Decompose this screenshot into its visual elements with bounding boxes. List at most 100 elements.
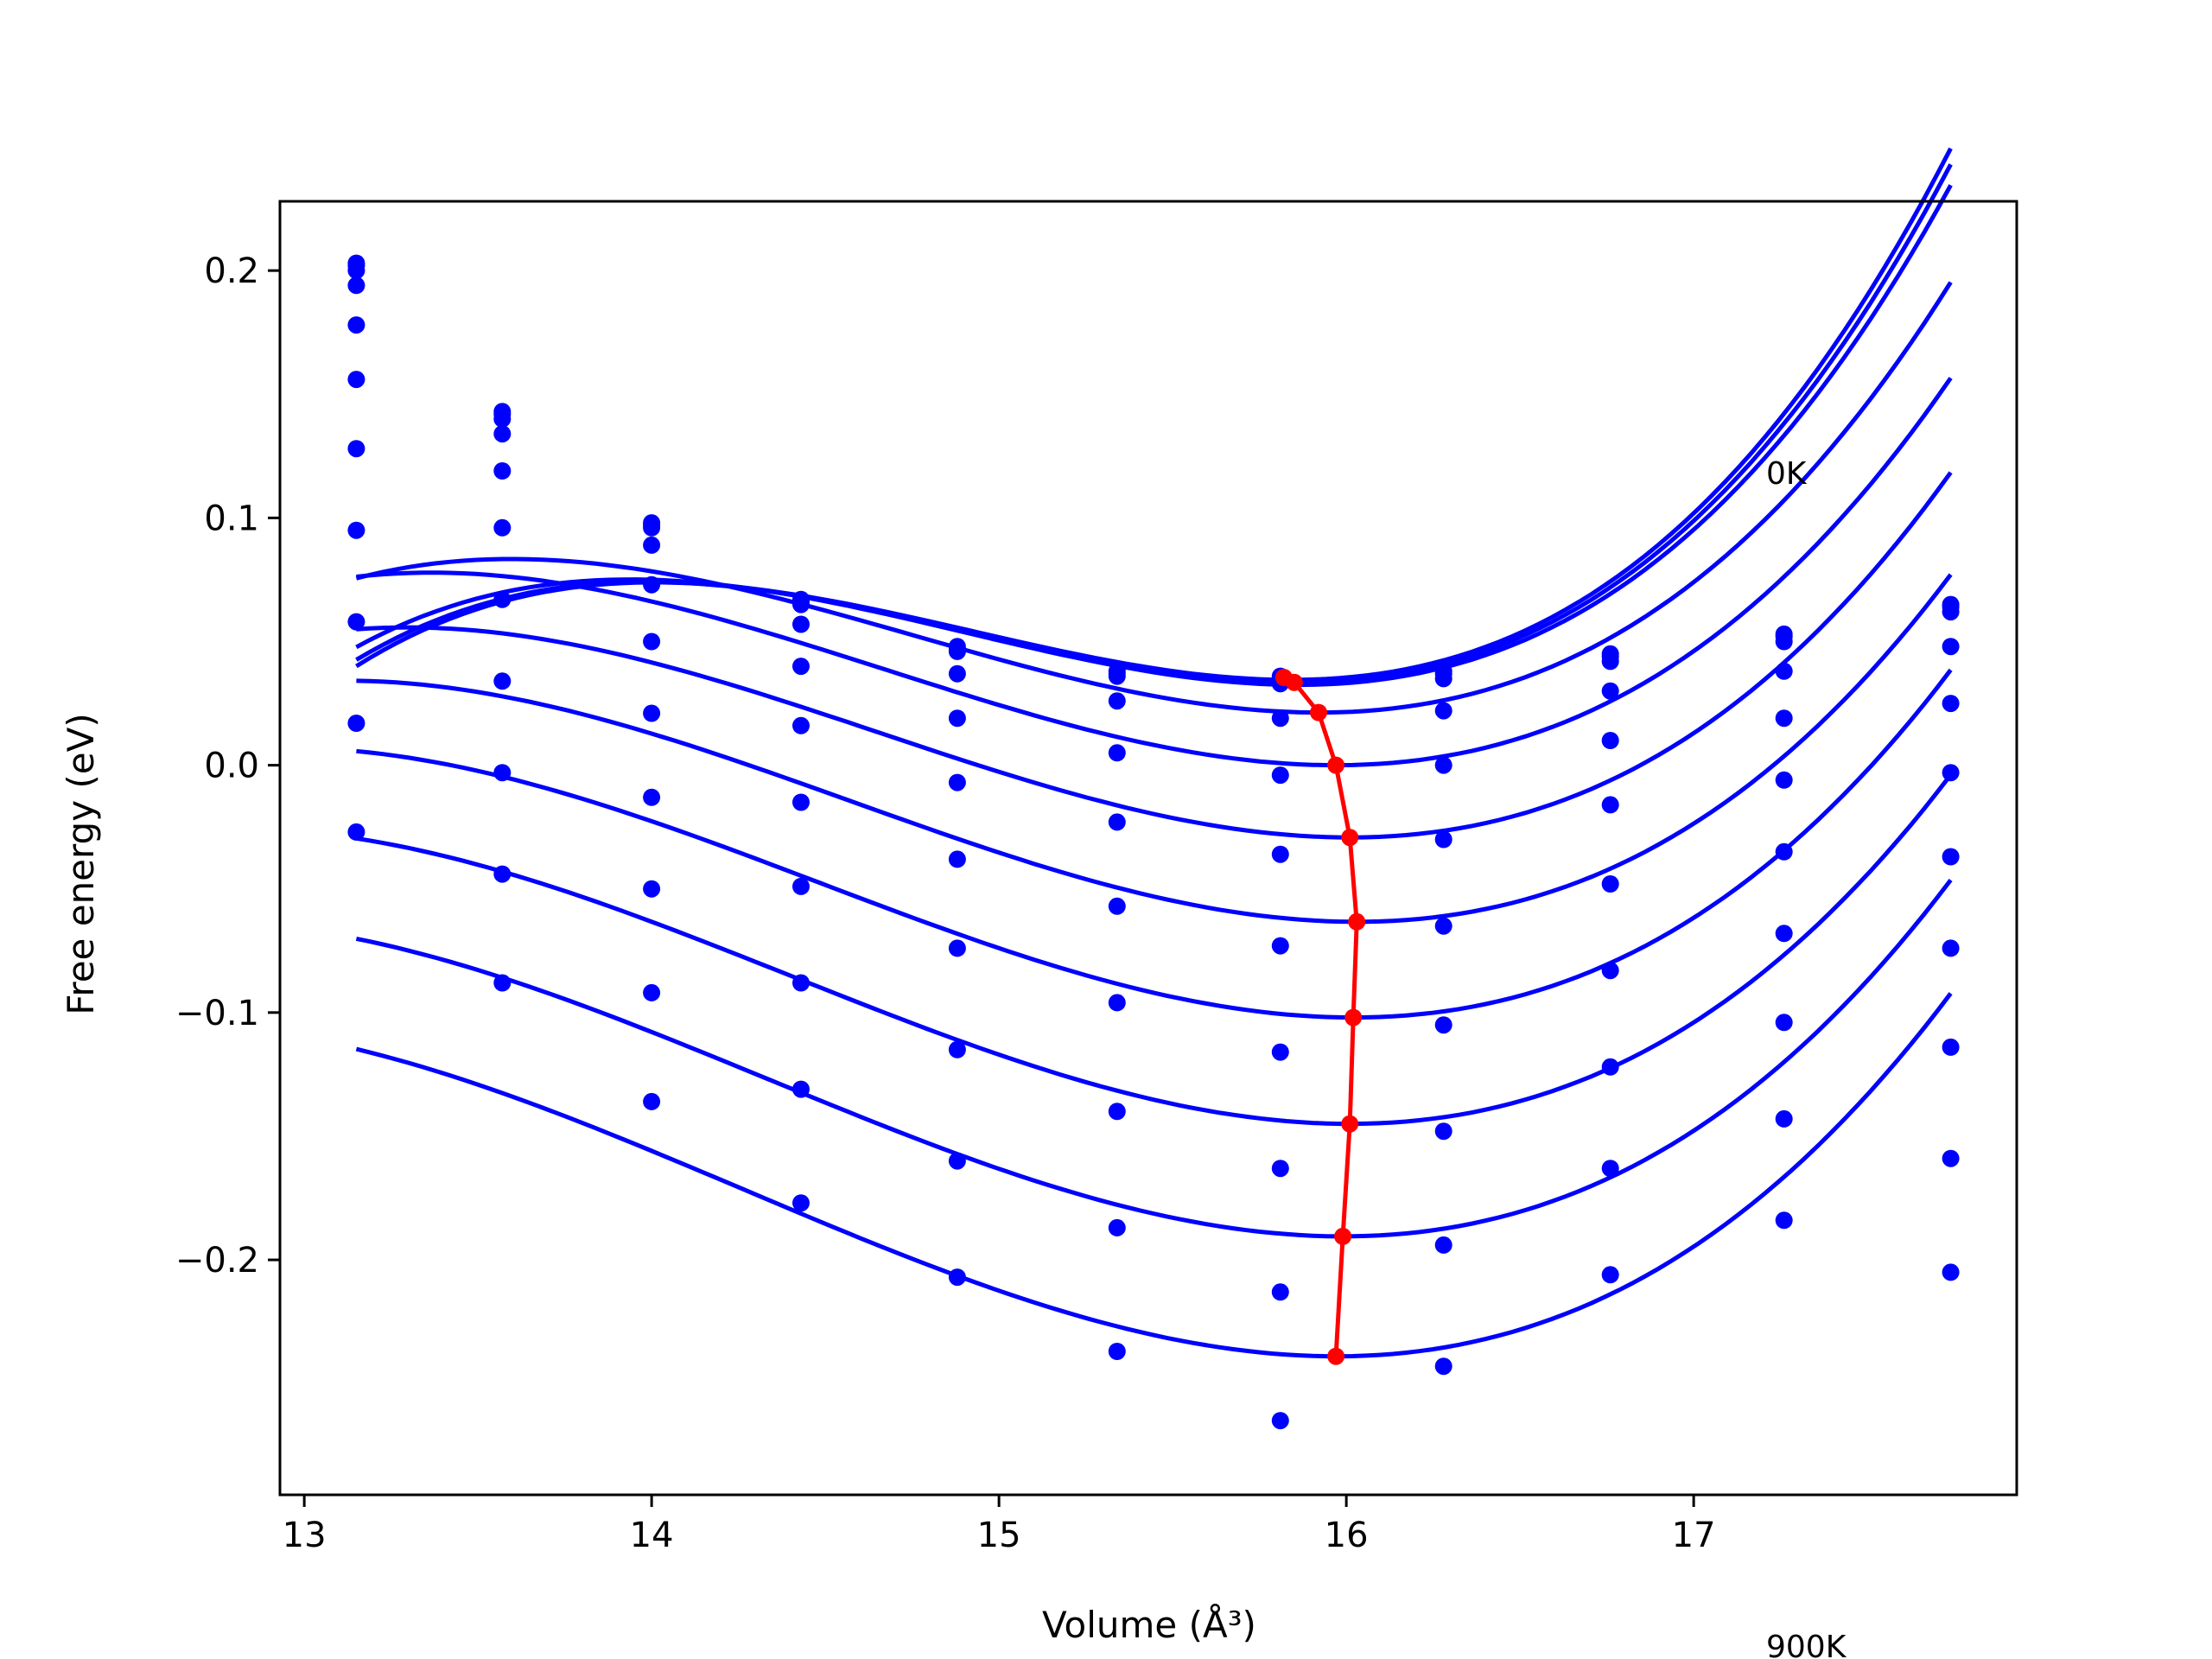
data-point <box>1775 1109 1793 1128</box>
data-point <box>1108 1343 1126 1360</box>
data-point <box>1108 994 1126 1012</box>
data-point <box>948 773 966 791</box>
data-point <box>1271 845 1289 863</box>
data-points <box>347 254 1960 1430</box>
data-point <box>792 1194 810 1212</box>
y-tick-label: −0.1 <box>175 994 259 1033</box>
data-point <box>1271 1043 1289 1061</box>
data-point <box>1434 1357 1452 1376</box>
data-point <box>643 704 661 722</box>
data-point <box>948 850 966 868</box>
data-point <box>1601 875 1619 893</box>
data-point <box>948 1268 966 1287</box>
data-point <box>1775 709 1793 728</box>
data-point <box>1271 1283 1289 1301</box>
data-point <box>1271 1412 1289 1430</box>
data-point <box>948 1152 966 1170</box>
data-point <box>1601 732 1619 749</box>
data-point <box>1601 652 1619 671</box>
fit-curve <box>356 377 1953 768</box>
data-point <box>1942 764 1960 782</box>
data-point <box>1601 962 1619 980</box>
data-point <box>1434 830 1452 849</box>
data-point <box>1271 937 1289 955</box>
data-point <box>948 709 966 728</box>
minimum-path <box>1274 669 1366 1365</box>
minimum-point <box>1310 703 1327 721</box>
data-point <box>792 595 810 613</box>
y-axis-ticks: −0.2 −0.1 0.0 0.1 0.2 <box>175 251 280 1281</box>
y-axis-label: Free energy (eV) <box>60 713 102 1015</box>
data-point <box>792 658 810 676</box>
data-point <box>792 716 810 734</box>
data-point <box>1942 1038 1960 1056</box>
data-point <box>347 521 365 539</box>
data-point <box>1434 917 1452 935</box>
data-point <box>493 518 512 537</box>
fit-curve <box>356 573 1953 925</box>
data-point <box>1601 1266 1619 1284</box>
minimum-point <box>1341 1115 1359 1133</box>
x-axis-ticks: 13 14 15 16 17 <box>283 1495 1716 1555</box>
data-point <box>493 865 512 883</box>
data-point <box>643 983 661 1001</box>
x-tick-label: 16 <box>1325 1516 1369 1555</box>
data-point <box>1434 1236 1452 1254</box>
data-point <box>948 642 966 660</box>
x-tick-label: 13 <box>283 1516 327 1555</box>
data-point <box>1434 702 1452 720</box>
data-point <box>347 715 365 732</box>
data-point <box>643 632 661 651</box>
data-point <box>493 425 512 443</box>
annotation-900k: 900K <box>1766 1630 1847 1659</box>
data-point <box>493 590 512 608</box>
fit-curve <box>356 471 1953 840</box>
data-point <box>1775 632 1793 651</box>
data-point <box>493 974 512 992</box>
data-point <box>347 371 365 389</box>
data-point <box>1108 667 1126 685</box>
data-point <box>1601 1058 1619 1076</box>
minimum-point <box>1348 912 1366 931</box>
data-point <box>347 440 365 458</box>
data-point <box>792 615 810 633</box>
data-point <box>1108 1218 1126 1236</box>
data-point <box>948 664 966 683</box>
data-point <box>1775 1211 1793 1230</box>
data-point <box>1271 709 1289 728</box>
data-point <box>1434 670 1452 688</box>
data-point <box>1108 1103 1126 1121</box>
minimum-point <box>1341 829 1359 847</box>
data-point <box>1601 682 1619 700</box>
data-point <box>1601 1160 1619 1178</box>
data-point <box>1108 897 1126 915</box>
data-point <box>1434 756 1452 774</box>
data-point <box>1271 1160 1289 1178</box>
data-point <box>493 462 512 480</box>
fit-curve <box>355 147 1953 683</box>
fit-curves <box>355 147 1953 1359</box>
fit-curve <box>355 773 1953 1127</box>
data-point <box>792 974 810 992</box>
data-point <box>347 316 365 334</box>
data-point <box>643 1092 661 1110</box>
x-tick-label: 17 <box>1672 1516 1716 1555</box>
data-point <box>1942 1263 1960 1281</box>
data-point <box>1434 1122 1452 1141</box>
fit-curve <box>356 668 1953 1020</box>
minimum-point <box>1285 673 1303 691</box>
data-point <box>347 613 365 631</box>
fit-curve <box>355 878 1953 1239</box>
data-point <box>1942 939 1960 957</box>
fit-curve <box>355 184 1953 688</box>
data-point <box>643 788 661 806</box>
data-point <box>792 1080 810 1098</box>
data-point <box>347 262 365 280</box>
minimum-path-line <box>1282 675 1359 1357</box>
data-point <box>347 276 365 295</box>
data-point <box>1271 766 1289 785</box>
minimum-point <box>1344 1008 1363 1027</box>
data-point <box>493 764 512 782</box>
annotation-0k: 0K <box>1766 456 1808 492</box>
